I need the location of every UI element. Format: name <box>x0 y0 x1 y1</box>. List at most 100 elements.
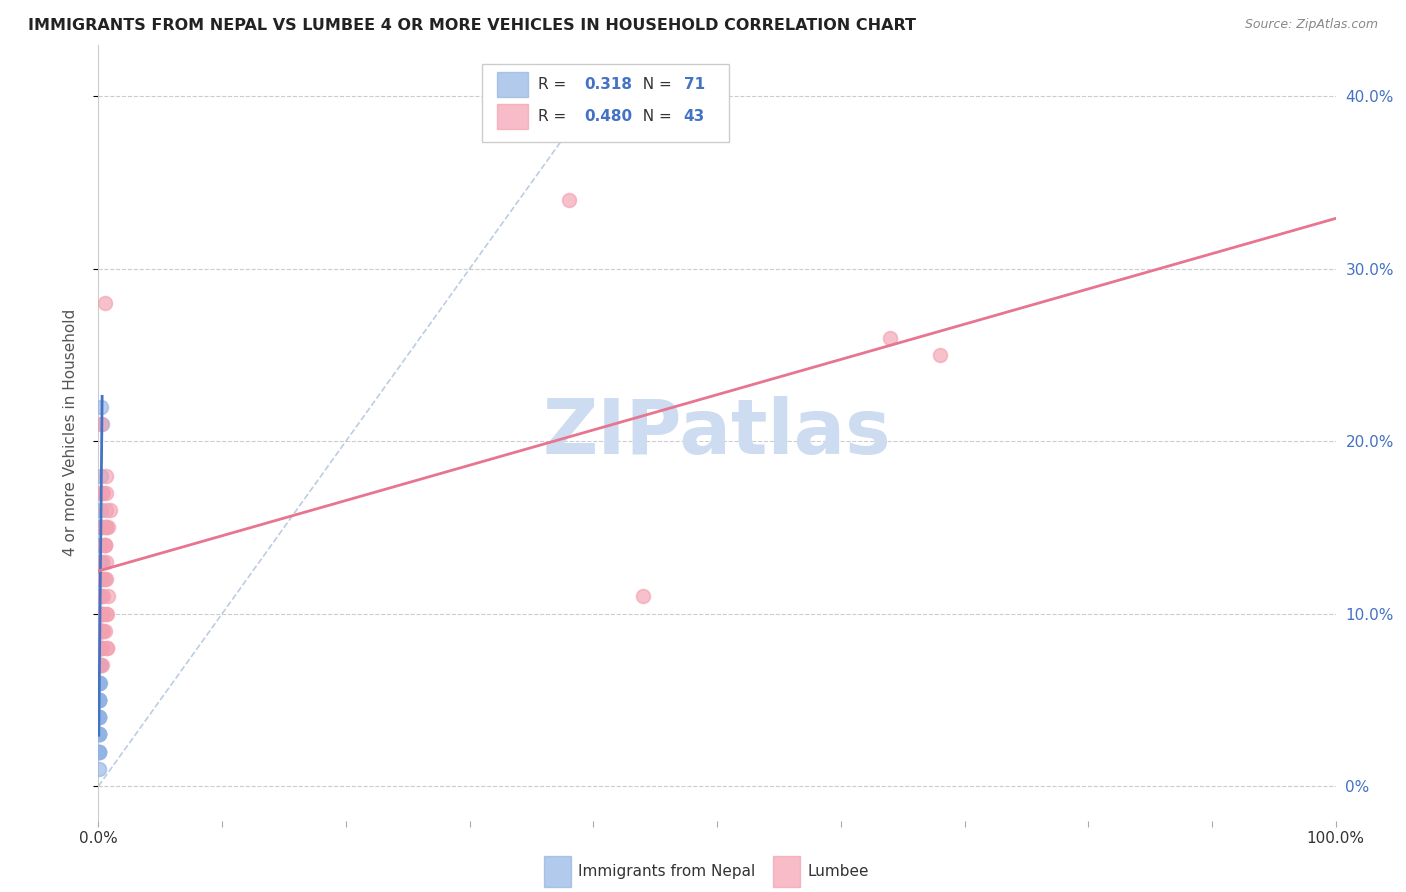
Point <box>89 658 111 673</box>
Point <box>91 641 114 656</box>
Point <box>87 745 110 759</box>
Point <box>93 296 115 310</box>
Point <box>93 538 115 552</box>
Point <box>89 607 111 621</box>
Text: 0.480: 0.480 <box>585 110 633 124</box>
Point <box>90 486 112 500</box>
Point <box>90 468 112 483</box>
Point <box>89 693 111 707</box>
Point <box>631 590 654 604</box>
Point <box>89 675 111 690</box>
Point <box>87 727 110 741</box>
Text: R =: R = <box>537 110 571 124</box>
Text: 0.318: 0.318 <box>585 77 633 92</box>
Point <box>89 658 111 673</box>
Point <box>89 555 111 569</box>
Point <box>89 624 111 638</box>
Point <box>89 693 111 707</box>
Point <box>97 520 120 534</box>
Point <box>89 590 111 604</box>
Point <box>89 675 111 690</box>
Point <box>89 590 111 604</box>
Text: 71: 71 <box>683 77 704 92</box>
Point <box>91 486 114 500</box>
Point <box>94 520 117 534</box>
Point <box>90 658 112 673</box>
Point <box>87 710 110 724</box>
Point <box>91 590 114 604</box>
Point <box>89 624 111 638</box>
Point <box>89 624 111 638</box>
Point <box>87 693 110 707</box>
FancyBboxPatch shape <box>773 855 800 887</box>
Point <box>91 624 114 638</box>
Point <box>89 641 111 656</box>
Text: Lumbee: Lumbee <box>807 863 869 879</box>
Point <box>91 624 114 638</box>
Point <box>89 572 111 586</box>
Point <box>96 607 118 621</box>
Point <box>87 710 110 724</box>
Point <box>89 641 111 656</box>
Point <box>89 658 111 673</box>
Text: N =: N = <box>633 77 676 92</box>
Point <box>89 641 111 656</box>
Text: Source: ZipAtlas.com: Source: ZipAtlas.com <box>1244 18 1378 31</box>
Text: 43: 43 <box>683 110 704 124</box>
Point <box>93 555 115 569</box>
Point <box>89 572 111 586</box>
Point <box>94 572 117 586</box>
Point <box>89 658 111 673</box>
Point <box>93 572 115 586</box>
Point <box>93 572 115 586</box>
Text: IMMIGRANTS FROM NEPAL VS LUMBEE 4 OR MORE VEHICLES IN HOUSEHOLD CORRELATION CHAR: IMMIGRANTS FROM NEPAL VS LUMBEE 4 OR MOR… <box>28 18 917 33</box>
Point <box>94 520 117 534</box>
Point <box>87 710 110 724</box>
Text: R =: R = <box>537 77 571 92</box>
Point <box>90 538 112 552</box>
Point <box>98 503 121 517</box>
Point <box>91 624 114 638</box>
Text: ZIPatlas: ZIPatlas <box>543 396 891 469</box>
Point <box>89 710 111 724</box>
Point <box>94 468 117 483</box>
Point <box>93 624 115 638</box>
Point <box>93 624 115 638</box>
Point <box>89 607 111 621</box>
Y-axis label: 4 or more Vehicles in Household: 4 or more Vehicles in Household <box>63 309 77 557</box>
Point <box>87 762 110 776</box>
Point <box>89 590 111 604</box>
Point <box>90 572 112 586</box>
Point <box>87 727 110 741</box>
Point <box>557 193 579 207</box>
Point <box>89 658 111 673</box>
FancyBboxPatch shape <box>496 71 527 96</box>
Point <box>89 675 111 690</box>
Point <box>93 538 115 552</box>
Point <box>89 675 111 690</box>
Point <box>87 727 110 741</box>
Point <box>89 693 111 707</box>
Point <box>94 607 117 621</box>
Point <box>928 348 950 362</box>
Point <box>87 727 110 741</box>
Point <box>89 590 111 604</box>
Point <box>89 641 111 656</box>
Point <box>87 745 110 759</box>
Point <box>89 658 111 673</box>
FancyBboxPatch shape <box>496 104 527 129</box>
Point <box>91 658 114 673</box>
Point <box>89 693 111 707</box>
Point <box>90 417 112 431</box>
Point <box>93 607 115 621</box>
Point <box>90 400 112 414</box>
Point <box>94 503 117 517</box>
Text: N =: N = <box>633 110 676 124</box>
Point <box>94 486 117 500</box>
Point <box>93 590 115 604</box>
Point <box>87 641 110 656</box>
Point <box>89 624 111 638</box>
Point <box>89 658 111 673</box>
Point <box>89 675 111 690</box>
Point <box>89 641 111 656</box>
